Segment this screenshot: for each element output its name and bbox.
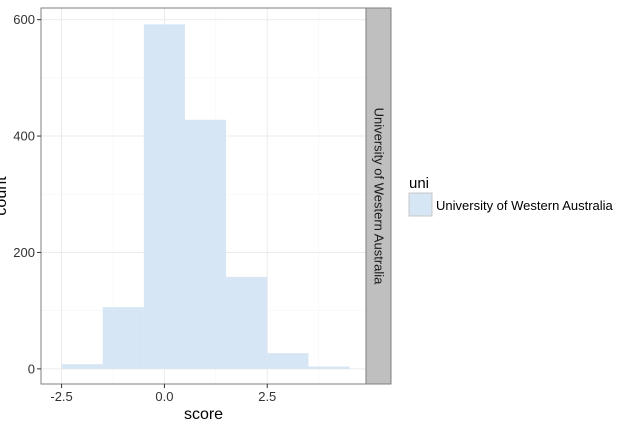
histogram-bar [267, 353, 309, 369]
histogram-bars [61, 24, 350, 369]
x-tick-label: -2.5 [50, 389, 72, 404]
x-tick-label: 2.5 [258, 389, 276, 404]
legend-key-swatch [408, 192, 433, 217]
histogram-bar [61, 364, 103, 369]
x-tick-label: 0.0 [155, 389, 173, 404]
legend-title: uni [409, 175, 429, 192]
histogram-bar [102, 307, 144, 369]
y-axis-title: count [0, 176, 10, 216]
histogram-bar [184, 119, 227, 369]
y-tick-label: 200 [13, 245, 35, 260]
y-tick-label: 600 [13, 12, 35, 27]
histogram-bar [308, 366, 350, 369]
legend: uni University of Western Australia [408, 175, 614, 217]
facet-strip-label: University of Western Australia [372, 108, 387, 286]
x-axis-ticks: -2.5 0.0 2.5 [50, 384, 276, 404]
y-tick-label: 400 [13, 129, 35, 144]
histogram-bar [143, 24, 185, 369]
legend-item-label: University of Western Australia [436, 198, 614, 213]
histogram-bar [226, 276, 268, 369]
facet-strip [365, 7, 392, 385]
x-axis-title: score [184, 406, 223, 423]
y-tick-label: 0 [28, 361, 35, 376]
y-axis-ticks: 0 200 400 600 [13, 12, 41, 376]
